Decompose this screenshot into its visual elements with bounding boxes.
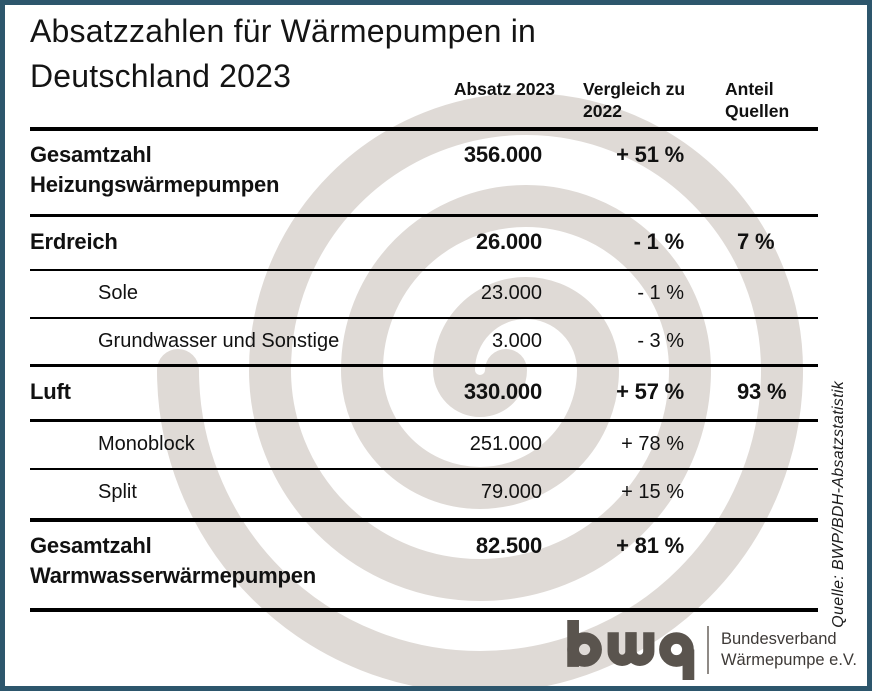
table-header-row: Absatz 2023 Vergleich zu 2022 Anteil Que… — [30, 70, 818, 131]
row-label: Grundwasser und Sonstige — [98, 330, 340, 352]
bwp-logo-mark-icon — [567, 620, 695, 680]
column-header-vergleich: Vergleich zu 2022 — [583, 79, 686, 121]
anteil-value — [690, 422, 818, 468]
vergleich-value: + 57 % — [616, 379, 684, 404]
logo-org-line-2: Wärmepumpe e.V. — [720, 651, 857, 669]
table-row-luft: Luft 330.000 + 57 % 93 % — [30, 367, 818, 422]
bwp-logo: Bundesverband Wärmepumpe e.V. — [567, 620, 857, 680]
anteil-value — [690, 470, 818, 518]
content-area: Absatzzahlen für Wärmepumpen in Deutschl… — [5, 5, 867, 686]
table-row-gesamtzahl-heizung: Gesamtzahl Heizungswärmepumpen 356.000 +… — [30, 131, 818, 217]
absatz-value: 356.000 — [463, 142, 542, 167]
table-row-split: Split 79.000 + 15 % — [30, 470, 818, 522]
column-header-anteil: Anteil Quellen — [725, 79, 790, 121]
absatz-value: 251.000 — [469, 433, 542, 455]
vergleich-value: + 15 % — [621, 481, 684, 503]
anteil-value — [690, 271, 818, 317]
page-title-line-1: Absatzzahlen für Wärmepumpen in — [30, 13, 536, 49]
vergleich-value: + 51 % — [616, 142, 684, 167]
absatz-value: 82.500 — [475, 533, 542, 558]
table-row-grundwasser: Grundwasser und Sonstige 3.000 - 3 % — [30, 319, 818, 367]
table-row-erdreich: Erdreich 26.000 - 1 % 7 % — [30, 217, 818, 271]
source-note: Quelle: BWP/BDH-Absatzstatistik — [830, 381, 847, 628]
anteil-value: 7 % — [737, 229, 775, 254]
column-header-absatz: Absatz 2023 — [453, 79, 555, 99]
logo-org-name: Bundesverband Wärmepumpe e.V. — [721, 629, 857, 671]
anteil-value — [690, 131, 818, 214]
vergleich-value: + 78 % — [621, 433, 684, 455]
absatz-value: 23.000 — [480, 282, 542, 304]
absatz-value: 79.000 — [480, 481, 542, 503]
vergleich-value: - 3 % — [637, 330, 684, 352]
page-title: Absatzzahlen für Wärmepumpen in Deutschl… — [30, 9, 536, 99]
row-label: Gesamtzahl Heizungswärmepumpen — [30, 142, 280, 197]
absatz-value: 3.000 — [491, 330, 542, 352]
anteil-value — [690, 522, 818, 608]
table-row-gesamtzahl-warmwasser: Gesamtzahl Warmwasserwärmepumpen 82.500 … — [30, 522, 818, 612]
sales-table: Absatz 2023 Vergleich zu 2022 Anteil Que… — [30, 70, 818, 612]
anteil-value: 93 % — [737, 379, 787, 404]
row-label: Gesamtzahl Warmwasserwärmepumpen — [30, 533, 316, 588]
row-label: Sole — [98, 282, 139, 304]
vergleich-value: + 81 % — [616, 533, 684, 558]
logo-divider — [706, 626, 709, 674]
row-label: Split — [98, 481, 137, 503]
row-label: Erdreich — [30, 229, 118, 254]
row-label: Luft — [30, 379, 71, 404]
row-label: Monoblock — [98, 433, 195, 455]
table-row-monoblock: Monoblock 251.000 + 78 % — [30, 422, 818, 470]
vergleich-value: - 1 % — [633, 229, 685, 254]
spiral-watermark-icon — [157, 93, 804, 686]
table-row-sole: Sole 23.000 - 1 % — [30, 271, 818, 319]
header-spacer — [30, 70, 420, 127]
anteil-value — [690, 319, 818, 364]
absatz-value: 26.000 — [475, 229, 542, 254]
page-title-line-2: Deutschland 2023 — [30, 58, 292, 94]
vergleich-value: - 1 % — [637, 282, 684, 304]
logo-org-line-1: Bundesverband — [720, 630, 837, 648]
absatz-value: 330.000 — [463, 379, 542, 404]
